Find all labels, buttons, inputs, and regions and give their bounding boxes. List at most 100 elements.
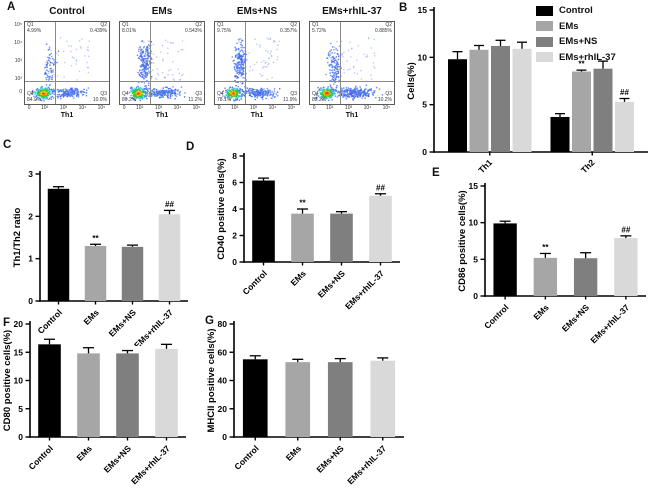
- x-tick-label: EMs+NS: [102, 443, 134, 475]
- flow-x-tick-label: 10⁵: [97, 105, 106, 111]
- quadrant-stat-q1: Q1 8.01%: [122, 22, 136, 34]
- quadrant-id: Q3: [195, 91, 202, 97]
- flow-x-tick-label: 10⁴: [78, 105, 87, 111]
- significance-label: ##: [376, 183, 385, 192]
- y-tick-label: 0: [422, 147, 427, 157]
- quadrant-gate-vertical-line: [55, 22, 57, 104]
- scatter-dots: [31, 36, 91, 102]
- legend-swatch: [536, 21, 553, 32]
- y-tick-label: 6: [232, 178, 237, 188]
- quadrant-id: Q2: [195, 22, 202, 28]
- quadrant-value: 83.2%: [312, 96, 327, 103]
- flow-y-tick-label: 10⁵: [14, 22, 22, 29]
- quadrant-value: 80.2%: [122, 96, 137, 103]
- quadrant-value: 9.75%: [217, 27, 232, 34]
- bar: [116, 353, 139, 437]
- y-tick-label: 15: [469, 181, 479, 191]
- quadrant-id: Q3: [100, 91, 107, 97]
- bars: [38, 338, 178, 437]
- significance-label: ##: [620, 88, 629, 97]
- significance-label: ##: [621, 225, 630, 234]
- panel-label-g: G: [205, 315, 214, 327]
- bar: [47, 188, 70, 301]
- chart-d-cd40: 0 2 4 6 8 CD40 positive cells(%) Control EMs EMs…: [216, 151, 400, 311]
- y-axis-title: CD80 positive cells(%): [2, 330, 13, 431]
- quadrant-gate-horizontal-line: [310, 81, 394, 83]
- legend-swatch: [536, 52, 553, 63]
- y-axis-title: Cells(%): [406, 62, 417, 99]
- quadrant-value: 10.2%: [377, 96, 392, 103]
- y-tick-label: 0: [18, 432, 23, 442]
- y-tick-label: 2: [232, 231, 237, 241]
- quadrant-value: 0.885%: [375, 27, 392, 34]
- x-tick-label: EMs+rhIL-37: [588, 302, 631, 345]
- quadrant-stat-q4: Q4 80.2%: [122, 91, 137, 103]
- flow-plot-title: EMs: [151, 6, 173, 17]
- flow-x-tick-label: 10³: [344, 105, 353, 111]
- flow-plot-title: EMs+rhIL-37: [322, 6, 382, 17]
- flow-x-tick-label: 10⁴: [268, 105, 277, 111]
- legend-label: EMs: [559, 20, 579, 32]
- scatter-dots: [221, 37, 281, 102]
- y-tick-label: 10: [14, 376, 24, 386]
- x-tick-label: EMs: [531, 302, 551, 322]
- quadrant-value: 84.9%: [27, 96, 42, 103]
- x-tick-label: EMs+rhIL-37: [345, 443, 388, 486]
- quadrant-stat-q3: Q3 10.0%: [93, 91, 107, 103]
- quadrant-id: Q2: [100, 22, 107, 28]
- flow-x-axis-label: Th1: [250, 112, 264, 119]
- flow-plot-area: Q1 9.75% Q2 0.357% Q4 78.1% Q3 11.9%: [214, 21, 300, 105]
- y-axis-title: MHCII positive cells(%): [206, 329, 217, 433]
- quadrant-stat-q4: Q4 83.2%: [312, 91, 327, 103]
- x-tick-label: Control: [482, 302, 510, 330]
- y-tick-label: 15: [14, 347, 24, 357]
- quadrant-id: Q1: [312, 22, 319, 28]
- bar: [469, 49, 489, 153]
- bars: ** ##: [252, 177, 392, 262]
- flow-x-tick-label: 10²: [41, 105, 49, 111]
- flow-x-ticks: 0 10² 10³ 10⁴ 10⁵: [24, 105, 110, 112]
- quadrant-id: Q1: [27, 22, 34, 28]
- flow-scatter: [221, 37, 281, 102]
- quadrant-id: Q1: [122, 22, 129, 28]
- bar: [573, 258, 598, 296]
- bar: [77, 353, 100, 437]
- flow-x-tick-label: 10³: [249, 105, 258, 111]
- bar: [614, 238, 638, 296]
- panel-label-a: A: [7, 1, 16, 13]
- quadrant-stat-q2: Q2 0.885%: [375, 22, 392, 34]
- flow-y-tick-label: 0: [19, 89, 22, 96]
- y-tick-label: 0: [222, 432, 227, 442]
- quadrant-gate-horizontal-line: [120, 81, 204, 83]
- quadrant-id: Q2: [290, 22, 297, 28]
- flow-x-tick-label: 10²: [326, 105, 334, 111]
- quadrant-stat-q3: Q3 10.2%: [377, 91, 392, 103]
- bars: [242, 355, 396, 437]
- quadrant-stat-q2: Q2 0.439%: [90, 22, 107, 34]
- quadrant-gate-vertical-line: [150, 22, 152, 104]
- y-tick-label: 2: [28, 211, 33, 221]
- bar: [121, 246, 144, 301]
- bar: [330, 213, 353, 262]
- scatter-dots: [314, 37, 384, 102]
- x-tick-label: Control: [232, 443, 260, 471]
- bar: [493, 223, 517, 296]
- y-tick-label: 10: [418, 52, 428, 62]
- flow-y-tick-label: 10²: [14, 76, 22, 83]
- quadrant-value: 0.439%: [90, 27, 107, 34]
- flow-x-axis-label: Th1: [345, 112, 359, 119]
- bar: [155, 348, 178, 437]
- y-tick-label: 5: [422, 100, 427, 110]
- y-axis-title: Th1/Th2 ratio: [12, 207, 23, 267]
- quadrant-value: 5.72%: [312, 27, 327, 34]
- bar: [491, 45, 510, 153]
- quadrant-id: Q4: [312, 91, 319, 97]
- bar: [158, 214, 181, 301]
- flow-scatter: [31, 36, 91, 102]
- flow-x-axis-label: Th1: [60, 112, 74, 119]
- y-tick-label: 5: [473, 254, 478, 264]
